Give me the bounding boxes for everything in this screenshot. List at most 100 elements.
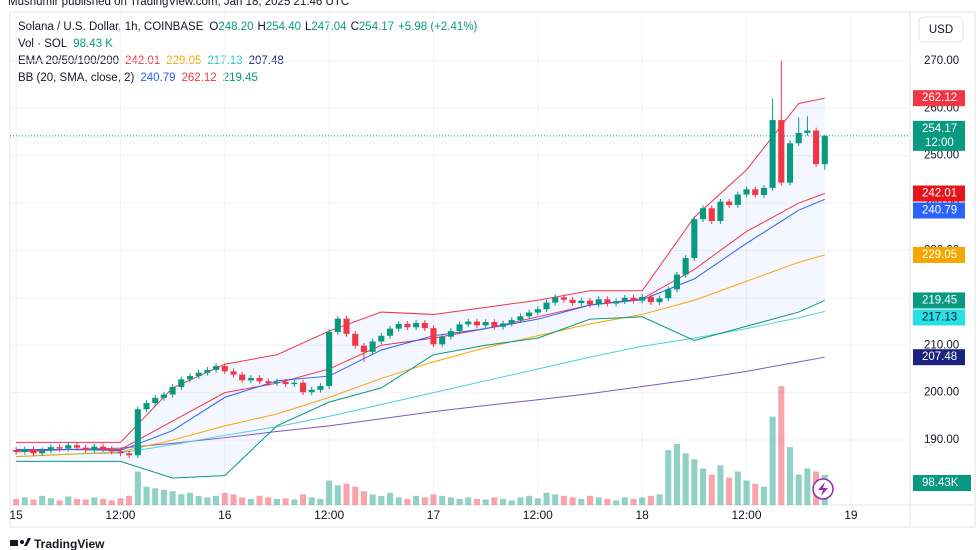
candle-body xyxy=(21,449,28,452)
last-price-label: 254.17 xyxy=(922,123,957,135)
candle-body xyxy=(569,299,576,304)
volume-bar xyxy=(134,471,141,505)
candle-body xyxy=(143,403,150,410)
brand-logo xyxy=(10,538,31,546)
volume-bar xyxy=(586,495,594,505)
currency-button[interactable] xyxy=(918,16,964,43)
ohlc-key: H xyxy=(258,21,266,33)
volume-bar xyxy=(360,491,367,505)
volume-bar xyxy=(656,494,663,505)
candle-body xyxy=(117,451,124,454)
indicator-line xyxy=(16,97,825,443)
candle-body xyxy=(769,120,776,188)
candle-body xyxy=(273,381,280,384)
x-tick-label: 19 xyxy=(844,508,858,522)
last-price-time: 12:00 xyxy=(925,137,954,149)
volume-bar xyxy=(100,498,107,505)
volume-bar xyxy=(743,480,750,505)
candle-body xyxy=(552,297,559,303)
volume-bar xyxy=(569,497,576,505)
y-tick-label: 210.00 xyxy=(924,339,959,351)
alert-icon[interactable] xyxy=(812,478,834,500)
price-label: 229.05 xyxy=(922,249,957,261)
volume-bar xyxy=(239,497,246,505)
volume-bar xyxy=(665,450,672,505)
candle-body xyxy=(656,298,663,303)
brand: TradingView xyxy=(34,537,105,550)
volume-bar xyxy=(421,497,428,505)
volume-bar xyxy=(769,416,776,505)
candle-body xyxy=(91,446,98,451)
price-label: 242.01 xyxy=(922,188,957,200)
indicator-line xyxy=(16,299,825,479)
ohlc-key: L xyxy=(305,21,312,33)
volume-bar xyxy=(708,474,715,505)
candle-body xyxy=(760,187,767,195)
indicator-value: 262.12 xyxy=(182,72,217,84)
volume-bar xyxy=(543,492,550,505)
candle-body xyxy=(708,208,715,222)
volume-bar xyxy=(308,497,315,505)
volume-bar xyxy=(317,498,324,505)
candle-body xyxy=(282,381,289,385)
price-label: 207.48 xyxy=(922,351,957,363)
candle-body xyxy=(604,299,611,304)
candle-body xyxy=(169,386,176,395)
candle-body xyxy=(334,318,341,332)
candle-body xyxy=(65,445,72,449)
volume-bar xyxy=(578,498,585,505)
x-tick-label: 18 xyxy=(635,508,649,522)
candle-body xyxy=(265,381,272,384)
candle-body xyxy=(13,450,20,452)
volume-bar xyxy=(473,498,480,505)
candle-body xyxy=(482,322,489,326)
volume-bar xyxy=(126,495,133,505)
price-label-box xyxy=(913,349,965,366)
volume-bar xyxy=(247,498,254,505)
volume-bar xyxy=(73,498,80,505)
volume-bar xyxy=(343,483,350,505)
volume-bar xyxy=(326,480,333,505)
indicator-value: 240.79 xyxy=(140,72,175,84)
candle-body xyxy=(578,300,585,304)
volume-bar xyxy=(221,492,228,505)
volume-bar xyxy=(726,477,733,505)
volume-bar xyxy=(621,497,628,505)
candle-body xyxy=(30,449,37,454)
volume-bar xyxy=(456,498,463,505)
candle-body xyxy=(56,447,63,449)
indicator-line xyxy=(16,310,825,458)
volume-bar xyxy=(395,497,402,505)
candle-body xyxy=(326,331,333,387)
volume-bar xyxy=(595,497,602,505)
currency[interactable]: USD xyxy=(929,24,953,36)
candle-body xyxy=(778,120,785,183)
price-label: 262.12 xyxy=(922,92,957,104)
volume-bar xyxy=(552,494,559,505)
volume-bar xyxy=(630,498,637,505)
volume-bar xyxy=(560,495,567,505)
ohlc-value: 248.20 xyxy=(218,21,253,33)
candle-body xyxy=(352,333,359,346)
volume-bar xyxy=(386,492,394,505)
y-tick-label: 270.00 xyxy=(924,55,959,67)
volume-label: 98.43K xyxy=(922,477,959,489)
volume-bar xyxy=(143,486,150,505)
candle-body xyxy=(630,297,637,301)
volume-bar xyxy=(447,497,454,505)
candle-body xyxy=(186,376,194,380)
candle-body xyxy=(134,409,141,456)
volume-bar xyxy=(65,496,72,505)
candle-body xyxy=(343,318,350,334)
candle-body xyxy=(430,328,437,345)
candle-body xyxy=(621,297,628,302)
volume-bar xyxy=(526,495,533,505)
ohlc-value: 254.17 xyxy=(359,21,394,33)
candle-body xyxy=(508,320,515,324)
volume-bar xyxy=(195,495,202,505)
volume-bar xyxy=(639,497,646,505)
alert-bolt[interactable] xyxy=(818,482,828,496)
volume-bar xyxy=(465,497,472,505)
volume-bar xyxy=(413,495,420,505)
x-tick-label: 12:00 xyxy=(732,508,762,522)
